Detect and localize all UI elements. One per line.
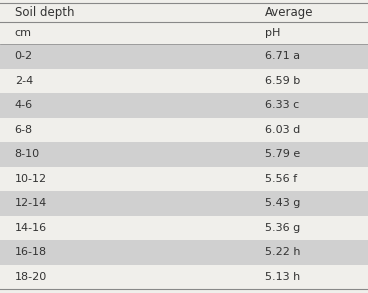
Text: 5.36 g: 5.36 g	[265, 223, 300, 233]
Bar	[0, 240, 368, 265]
Text: 5.56 f: 5.56 f	[265, 174, 297, 184]
Text: 18-20: 18-20	[15, 272, 47, 282]
Text: 5.13 h: 5.13 h	[265, 272, 300, 282]
Text: 6-8: 6-8	[15, 125, 33, 135]
Text: 2-4: 2-4	[15, 76, 33, 86]
Text: 8-10: 8-10	[15, 149, 40, 159]
Bar	[0, 191, 368, 215]
Bar	[0, 166, 368, 191]
Text: 0-2: 0-2	[15, 51, 33, 61]
Text: 5.22 h: 5.22 h	[265, 247, 300, 257]
Text: 6.71 a: 6.71 a	[265, 51, 300, 61]
Text: 5.79 e: 5.79 e	[265, 149, 300, 159]
Bar	[0, 265, 368, 289]
Text: 10-12: 10-12	[15, 174, 47, 184]
Text: 6.59 b: 6.59 b	[265, 76, 300, 86]
Bar	[0, 142, 368, 166]
Bar	[0, 117, 368, 142]
Text: 6.03 d: 6.03 d	[265, 125, 300, 135]
Bar	[0, 69, 368, 93]
Text: Average: Average	[265, 6, 314, 19]
Bar	[0, 215, 368, 240]
Text: Soil depth: Soil depth	[15, 6, 74, 19]
Text: 6.33 c: 6.33 c	[265, 100, 299, 110]
Bar	[0, 44, 368, 69]
Text: cm: cm	[15, 28, 32, 38]
Bar	[0, 93, 368, 117]
Text: 5.43 g: 5.43 g	[265, 198, 300, 208]
Text: 16-18: 16-18	[15, 247, 47, 257]
Text: 4-6: 4-6	[15, 100, 33, 110]
Text: 12-14: 12-14	[15, 198, 47, 208]
Text: pH: pH	[265, 28, 280, 38]
Text: 14-16: 14-16	[15, 223, 47, 233]
